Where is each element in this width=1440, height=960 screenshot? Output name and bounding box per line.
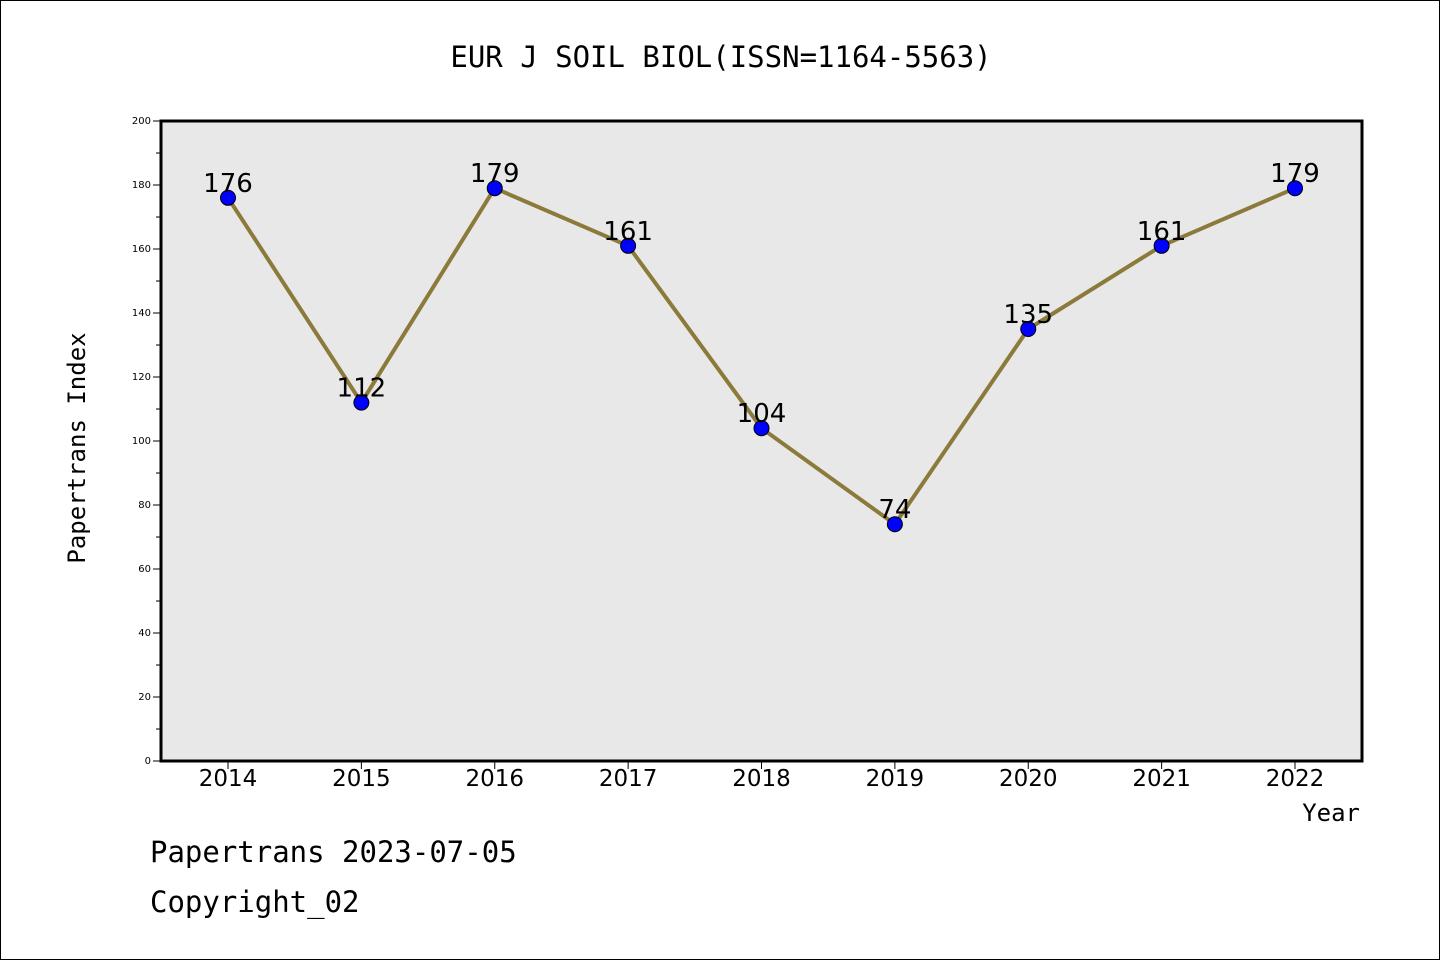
y-tick-label: 60 xyxy=(138,564,151,575)
plot-area xyxy=(159,119,1364,763)
y-tick-label: 120 xyxy=(132,372,151,383)
data-label: 176 xyxy=(203,169,253,199)
data-label: 112 xyxy=(337,374,387,404)
y-tick-label: 200 xyxy=(132,116,151,127)
y-tick-label: 160 xyxy=(132,244,151,255)
y-tick-label: 140 xyxy=(132,308,151,319)
y-tick-label: 100 xyxy=(132,436,151,447)
y-tick-label: 20 xyxy=(138,692,151,703)
data-label: 179 xyxy=(1270,159,1320,189)
x-tick-label: 2016 xyxy=(465,766,524,792)
data-point xyxy=(220,189,236,206)
data-label: 135 xyxy=(1003,300,1053,330)
data-label: 161 xyxy=(603,217,653,247)
series: 176 112 179 161 104 74 135 161 179 xyxy=(203,159,1320,533)
y-tick-label: 40 xyxy=(138,628,151,639)
data-point xyxy=(486,180,503,197)
x-tick-label: 2014 xyxy=(199,766,258,792)
y-axis-label: Papertrans Index xyxy=(63,332,91,563)
y-tick-label: 0 xyxy=(145,756,151,767)
x-tick-label: 2017 xyxy=(599,766,658,792)
x-tick-label: 2022 xyxy=(1266,766,1325,792)
footer-date: Papertrans 2023-07-05 xyxy=(150,835,517,869)
chart-title: EUR J SOIL BIOL(ISSN=1164-5563) xyxy=(450,40,991,74)
x-tick-label: 2018 xyxy=(732,766,791,792)
y-axis: 0 20 40 60 80 100 120 140 160 180 200 xyxy=(132,116,161,767)
y-tick-label: 80 xyxy=(138,500,151,511)
x-tick-label: 2020 xyxy=(999,766,1058,792)
data-point xyxy=(1287,180,1303,197)
data-label: 104 xyxy=(737,399,787,429)
x-tick-label: 2019 xyxy=(866,766,925,792)
data-label: 161 xyxy=(1137,217,1187,247)
data-point xyxy=(1020,321,1037,337)
x-axis: 2014 2015 2016 2017 2018 2019 2020 2021 2022 xyxy=(199,761,1325,792)
data-point xyxy=(886,516,903,533)
x-axis-label: Year xyxy=(1302,799,1360,827)
data-label: 74 xyxy=(878,495,911,525)
data-label: 179 xyxy=(470,159,520,189)
footer-copyright: Copyright_02 xyxy=(150,885,360,919)
x-tick-label: 2015 xyxy=(332,766,391,792)
data-point xyxy=(753,420,770,437)
data-point xyxy=(1153,237,1170,254)
y-tick-label: 180 xyxy=(132,180,151,191)
data-point xyxy=(353,394,370,411)
data-point xyxy=(620,237,637,254)
x-tick-label: 2021 xyxy=(1132,766,1191,792)
